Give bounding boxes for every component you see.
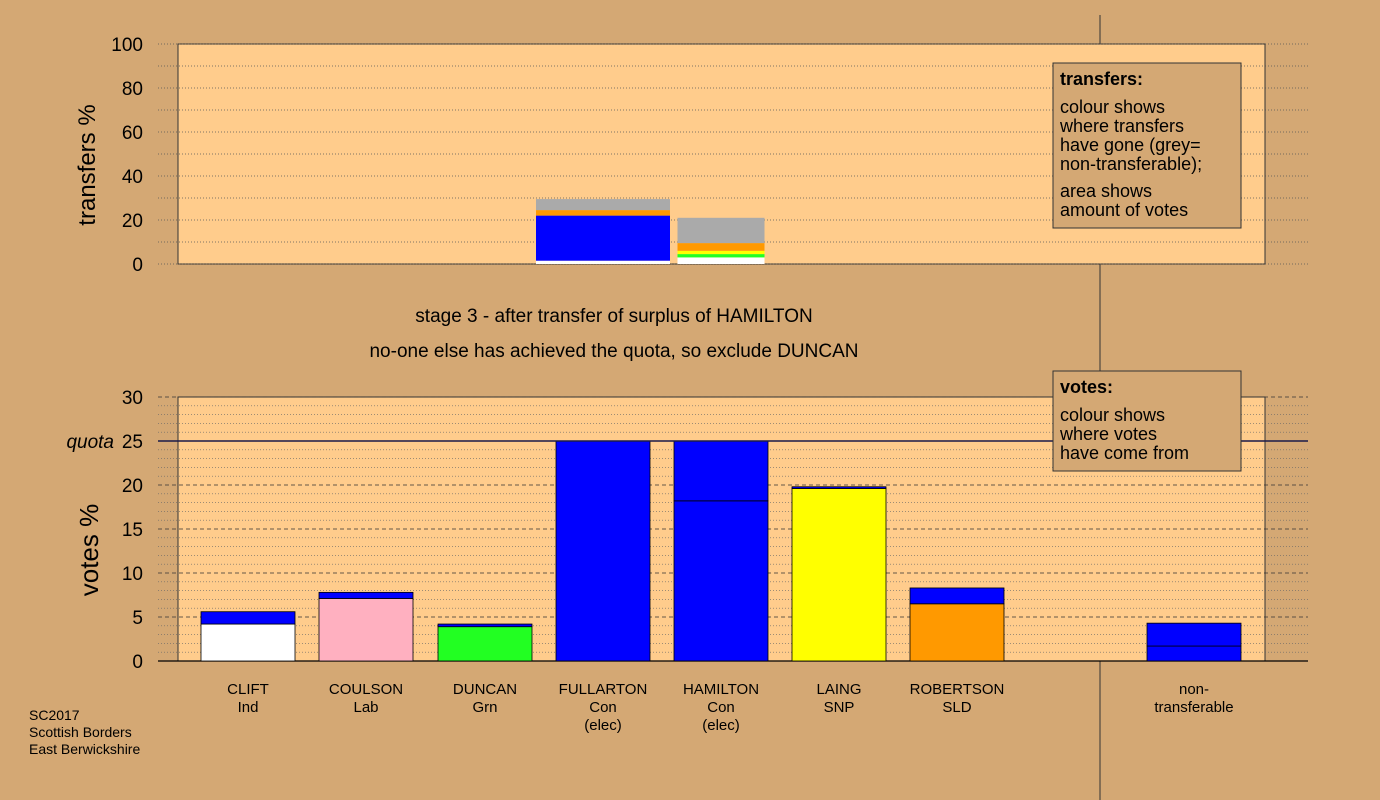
transfer-segment-hamilton <box>677 257 765 264</box>
candidate-party-label: Lab <box>353 699 378 716</box>
vote-segment-coulson <box>318 591 414 599</box>
votes-y-tick-label: 10 <box>122 564 143 585</box>
transfer-segment-hamilton <box>677 217 765 244</box>
transfers-legend-title: transfers: <box>1060 69 1143 89</box>
votes-legend-line: where votes <box>1059 424 1157 444</box>
vote-segment-clift <box>200 623 296 662</box>
quota-label: quota <box>66 432 114 453</box>
vote-segment-non-transferable <box>1146 645 1242 662</box>
transfer-segment-hamilton <box>677 254 765 258</box>
candidate-status-label: (elec) <box>584 717 622 734</box>
footer-council: Scottish Borders <box>29 724 132 740</box>
vote-segment-robertson <box>909 587 1005 605</box>
vote-segment-hamilton <box>673 440 769 502</box>
footer-election: SC2017 <box>29 707 80 723</box>
transfers-legend-line: where transfers <box>1059 116 1184 136</box>
transfers-y-tick-label: 40 <box>122 167 143 188</box>
candidate-name-label: HAMILTON <box>683 681 759 698</box>
vote-segment-non-transferable <box>1146 622 1242 647</box>
transfer-segment-fullarton <box>536 260 670 264</box>
candidate-name-label: ROBERTSON <box>910 681 1005 698</box>
transfers-legend-line: non-transferable); <box>1060 154 1202 174</box>
transfers-y-axis-label: transfers % <box>74 104 101 225</box>
transfers-legend-line: amount of votes <box>1060 200 1188 220</box>
transfer-segment-hamilton <box>677 250 765 255</box>
transfers-y-tick-label: 20 <box>122 211 143 232</box>
votes-legend-line: colour shows <box>1060 405 1165 425</box>
transfers-y-tick-label: 60 <box>122 123 143 144</box>
vote-segment-duncan <box>437 626 533 662</box>
votes-y-tick-label: 30 <box>122 388 143 409</box>
candidate-name-label: CLIFT <box>227 681 269 698</box>
candidate-party-label: Con <box>589 699 617 716</box>
transfer-segment-fullarton <box>536 215 670 261</box>
transfers-legend-line: area shows <box>1060 181 1152 201</box>
candidate-name-label: FULLARTON <box>559 681 648 698</box>
transfer-segment-fullarton <box>536 210 670 216</box>
candidate-party-label: SNP <box>824 699 855 716</box>
candidate-name-label: COULSON <box>329 681 403 698</box>
vote-segment-coulson <box>318 598 414 662</box>
candidate-party-label: SLD <box>942 699 971 716</box>
transfers-y-tick-label: 100 <box>111 35 143 56</box>
candidate-status-label: (elec) <box>702 717 740 734</box>
vote-segment-duncan <box>437 623 533 628</box>
footer-ward: East Berwickshire <box>29 741 140 757</box>
votes-y-tick-label: 25 <box>122 432 143 453</box>
non-transferable-label: non- <box>1179 681 1209 698</box>
stage-headline: stage 3 - after transfer of surplus of H… <box>415 306 812 327</box>
votes-y-tick-label: 15 <box>122 520 143 541</box>
vote-segment-laing <box>791 486 887 489</box>
vote-segment-clift <box>200 611 296 625</box>
votes-y-tick-label: 20 <box>122 476 143 497</box>
transfer-segment-fullarton <box>536 199 670 211</box>
candidate-name-label: LAING <box>816 681 861 698</box>
votes-legend-box <box>1052 370 1242 472</box>
transfers-legend-box <box>1052 62 1242 229</box>
transfers-legend: transfers: colour shows where transfers … <box>1052 62 1242 229</box>
transfers-legend-line: colour shows <box>1060 97 1165 117</box>
transfers-y-tick-label: 80 <box>122 79 143 100</box>
candidate-party-label: Ind <box>238 699 259 716</box>
votes-y-axis-label: votes % <box>74 504 104 597</box>
candidate-name-label: DUNCAN <box>453 681 517 698</box>
vote-segment-hamilton <box>673 500 769 662</box>
transfers-y-tick-label: 0 <box>132 255 143 276</box>
non-transferable-label: transferable <box>1154 699 1233 716</box>
transfer-segment-hamilton <box>677 243 765 251</box>
candidate-party-label: Grn <box>472 699 497 716</box>
vote-segment-robertson <box>909 603 1005 662</box>
votes-y-tick-label: 0 <box>132 652 143 673</box>
exclusion-headline: no-one else has achieved the quota, so e… <box>369 341 858 362</box>
vote-segment-laing <box>791 488 887 662</box>
votes-y-tick-label: 5 <box>132 608 143 629</box>
votes-legend: votes: colour shows where votes have com… <box>1052 370 1242 472</box>
votes-legend-line: have come from <box>1060 443 1189 463</box>
candidate-party-label: Con <box>707 699 735 716</box>
votes-legend-title: votes: <box>1060 377 1113 397</box>
transfers-legend-line: have gone (grey= <box>1060 135 1201 155</box>
vote-segment-fullarton <box>555 440 651 662</box>
